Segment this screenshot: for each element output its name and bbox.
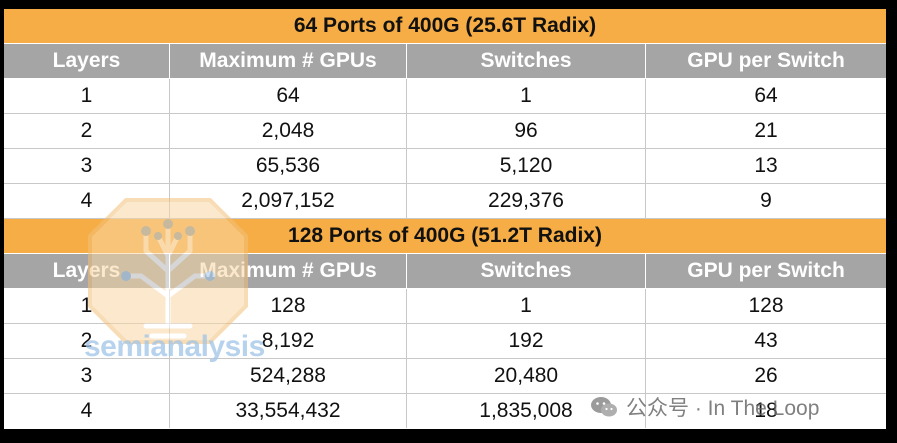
header-switches: Switches bbox=[407, 44, 646, 78]
cell-gpu-per-switch: 21 bbox=[754, 119, 778, 142]
header-max-gpus: Maximum # GPUs bbox=[170, 44, 407, 78]
cell-layers: 4 bbox=[4, 184, 170, 218]
cell-max-gpus: 8,192 bbox=[170, 324, 407, 358]
cell-gpu-per-switch: 64 bbox=[754, 84, 778, 107]
cell-max-gpus: 33,554,432 bbox=[170, 394, 407, 428]
cell-max-gpus: 2,097,152 bbox=[170, 184, 407, 218]
cell-layers: 3 bbox=[4, 359, 170, 393]
table-1-title: 64 Ports of 400G (25.6T Radix) bbox=[4, 9, 886, 43]
cell-gpu-per-switch: 128 bbox=[748, 294, 784, 317]
cell-layers: 3 bbox=[4, 149, 170, 183]
cell-switches: 229,376 bbox=[407, 184, 646, 218]
table-row: 3 524,288 20,480 26 bbox=[4, 359, 886, 394]
cell-gpu-per-switch: 13 bbox=[754, 154, 778, 177]
cell-layers: 2 bbox=[4, 324, 170, 358]
table-row: 4 33,554,432 1,835,008 18 bbox=[4, 394, 886, 428]
cell-gpu-per-switch: 9 bbox=[760, 189, 772, 212]
cell-max-gpus: 64 bbox=[170, 79, 407, 113]
table-1-header-row: Layers Maximum # GPUs Switches GPU per S… bbox=[4, 44, 886, 78]
cell-max-gpus: 2,048 bbox=[170, 114, 407, 148]
cell-max-gpus: 128 bbox=[170, 289, 407, 323]
cell-max-gpus: 65,536 bbox=[170, 149, 407, 183]
wechat-account-label: 公众号 · In The Loop bbox=[626, 397, 820, 420]
wechat-icon bbox=[591, 397, 617, 417]
cell-switches: 1 bbox=[407, 79, 646, 113]
cell-switches: 1 bbox=[407, 289, 646, 323]
ports-table-sheet: 64 Ports of 400G (25.6T Radix) Layers Ma… bbox=[4, 9, 886, 429]
table-2-header-row: Layers Maximum # GPUs Switches GPU per S… bbox=[4, 254, 886, 288]
header-gpu-per-switch: GPU per Switch bbox=[687, 49, 845, 72]
cell-layers: 1 bbox=[4, 79, 170, 113]
table-row: 2 2,048 96 21 bbox=[4, 114, 886, 149]
table-row: 1 64 1 64 bbox=[4, 79, 886, 114]
cell-layers: 1 bbox=[4, 289, 170, 323]
table-row: 1 128 1 128 bbox=[4, 289, 886, 324]
header-layers: Layers bbox=[4, 44, 170, 78]
table-2-title: 128 Ports of 400G (51.2T Radix) bbox=[4, 219, 886, 253]
cell-switches: 96 bbox=[407, 114, 646, 148]
cell-switches: 5,120 bbox=[407, 149, 646, 183]
cell-max-gpus: 524,288 bbox=[170, 359, 407, 393]
cell-switches: 1,835,008 bbox=[407, 394, 646, 428]
header-switches: Switches bbox=[407, 254, 646, 288]
cell-layers: 2 bbox=[4, 114, 170, 148]
table-row: 2 8,192 192 43 bbox=[4, 324, 886, 359]
cell-gpu-per-switch: 26 bbox=[754, 364, 778, 387]
table-row: 4 2,097,152 229,376 9 bbox=[4, 184, 886, 219]
cell-gpu-per-switch: 43 bbox=[754, 329, 778, 352]
cell-switches: 192 bbox=[407, 324, 646, 358]
cell-gpu-per-switch: 18 bbox=[754, 399, 778, 422]
wechat-watermark: 公众号 · In The Loop bbox=[590, 392, 819, 422]
header-layers: Layers bbox=[4, 254, 170, 288]
header-max-gpus: Maximum # GPUs bbox=[170, 254, 407, 288]
header-gpu-per-switch: GPU per Switch bbox=[687, 259, 845, 282]
cell-switches: 20,480 bbox=[407, 359, 646, 393]
table-row: 3 65,536 5,120 13 bbox=[4, 149, 886, 184]
cell-layers: 4 bbox=[4, 394, 170, 428]
